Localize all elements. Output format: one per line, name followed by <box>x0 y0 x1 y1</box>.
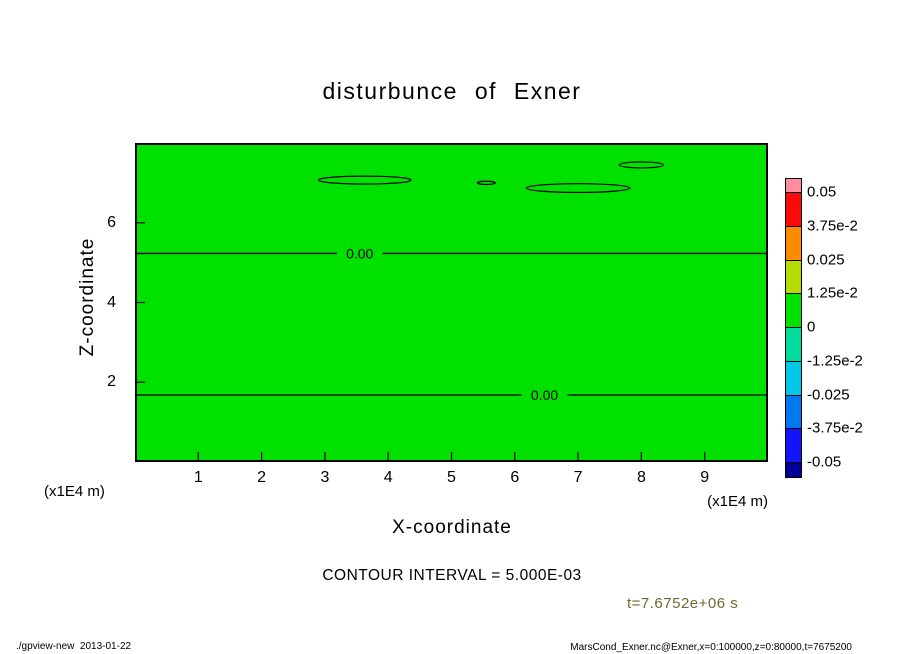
x-tick-label: 1 <box>193 469 203 486</box>
contour-fill <box>135 143 768 462</box>
time-label: t=7.6752e+06 s <box>627 595 739 612</box>
colorbar-label: 0.05 <box>807 183 837 201</box>
x-axis-label: X-coordinate <box>392 517 512 538</box>
colorbar-segment <box>786 463 801 477</box>
footer-tool-version: ./gpview-new 2013-01-22 <box>16 641 132 652</box>
contour-label-mask <box>521 386 568 405</box>
colorbar <box>785 178 802 478</box>
colorbar-label: -3.75e-2 <box>807 419 863 437</box>
colorbar-segment <box>786 260 801 295</box>
colorbar-segment <box>786 226 801 261</box>
z-tick-label: 2 <box>107 373 116 391</box>
contour-label: 0.00 <box>346 245 373 261</box>
contour-label: 0.00 <box>531 387 558 403</box>
colorbar-segment <box>786 193 801 227</box>
plot-area: 0.00 0.00 <box>135 143 768 462</box>
colorbar-segment <box>786 395 801 430</box>
x-tick-label: 3 <box>320 469 330 486</box>
x-tick-label: 7 <box>573 469 583 486</box>
colorbar-segment <box>786 294 801 328</box>
colorbar-label: -1.25e-2 <box>807 352 863 370</box>
colorbar-segment <box>786 328 801 362</box>
x-tick-label: 4 <box>383 469 393 486</box>
colorbar-label: 0.025 <box>807 251 845 268</box>
footer-data-source: MarsCond_Exner.nc@Exner,x=0:100000,z=0:8… <box>570 642 852 653</box>
plot-frame <box>135 143 768 462</box>
contour-label-mask <box>336 244 383 263</box>
contour-interval-text: CONTOUR INTERVAL = 5.000E-03 <box>322 567 582 584</box>
contour-plot-canvas: 0.00 0.00 <box>135 143 768 462</box>
colorbar-label: -0.025 <box>807 386 850 403</box>
colorbar-segment <box>786 429 801 463</box>
colorbar-label: 0 <box>807 318 816 336</box>
colorbar-label: 3.75e-2 <box>807 217 858 235</box>
z-tick-label: 4 <box>107 293 116 311</box>
z-tick-label: 6 <box>107 213 116 231</box>
colorbar-segment <box>786 179 801 193</box>
closed-contour <box>525 183 631 194</box>
x-tick-label: 6 <box>510 469 520 486</box>
closed-contour <box>476 180 496 186</box>
x-tick-label: 8 <box>636 469 646 486</box>
closed-contour <box>317 175 412 185</box>
colorbar-label: 1.25e-2 <box>807 284 858 302</box>
x-tick-label: 2 <box>257 469 267 486</box>
x-tick-label: 5 <box>447 469 456 486</box>
colorbar-segment <box>786 361 801 396</box>
plot-title: disturbunce of Exner <box>322 78 582 104</box>
z-axis-unit: (x1E4 m) <box>44 483 105 500</box>
closed-contour <box>618 161 665 169</box>
x-tick-label: 9 <box>700 469 710 486</box>
x-axis-unit: (x1E4 m) <box>707 493 768 510</box>
colorbar-label: -0.05 <box>807 453 842 471</box>
